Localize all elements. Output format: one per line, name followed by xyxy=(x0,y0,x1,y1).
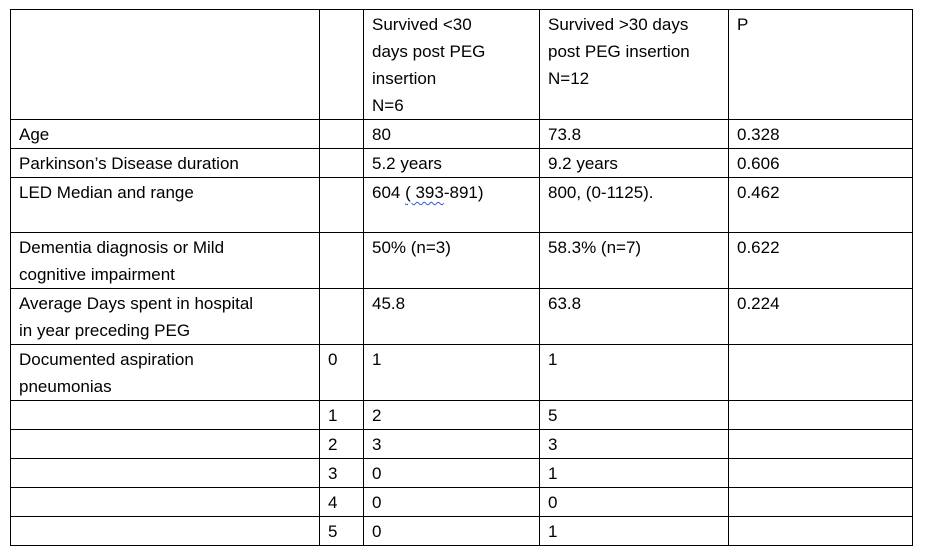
row-p xyxy=(728,429,913,459)
row-col2: 0 xyxy=(539,487,729,517)
led-median-value: 604 xyxy=(372,183,406,202)
row-col2: 1 xyxy=(539,344,729,401)
row-col1: 5.2 years xyxy=(363,148,540,178)
row-col2: 1 xyxy=(539,516,729,546)
table-row-aspiration-3: 3 0 1 xyxy=(10,458,913,488)
header-num-cell xyxy=(319,9,364,120)
row-col1: 1 xyxy=(363,344,540,401)
row-p xyxy=(728,487,913,517)
row-num: 3 xyxy=(319,458,364,488)
table-row-pd-duration: Parkinson’s Disease duration 5.2 years 9… xyxy=(10,148,913,178)
row-num xyxy=(319,119,364,149)
row-num xyxy=(319,288,364,345)
row-col1: 80 xyxy=(363,119,540,149)
table-row-aspiration-5: 5 0 1 xyxy=(10,516,913,546)
row-p: 0.462 xyxy=(728,177,913,233)
row-label xyxy=(10,487,320,517)
row-col1: 45.8 xyxy=(363,288,540,345)
spellcheck-underlined-text: ( 393 xyxy=(405,183,444,202)
header-survived-over-30: Survived >30 days post PEG insertion N=1… xyxy=(539,9,729,120)
row-col2: 58.3% (n=7) xyxy=(539,232,729,289)
row-col1: 2 xyxy=(363,400,540,430)
header-row: Survived <30 days post PEG insertion N=6… xyxy=(10,9,913,120)
row-p xyxy=(728,458,913,488)
table-row-aspiration-4: 4 0 0 xyxy=(10,487,913,517)
row-label: Age xyxy=(10,119,320,149)
row-col1: 0 xyxy=(363,487,540,517)
row-num: 4 xyxy=(319,487,364,517)
table-row-hospital-days: Average Days spent in hospital in year p… xyxy=(10,288,913,345)
row-col2: 1 xyxy=(539,458,729,488)
row-label: Documented aspiration pneumonias xyxy=(10,344,320,401)
row-label: Parkinson’s Disease duration xyxy=(10,148,320,178)
row-col1: 0 xyxy=(363,458,540,488)
row-p: 0.224 xyxy=(728,288,913,345)
row-col2: 3 xyxy=(539,429,729,459)
header-label-cell xyxy=(10,9,320,120)
row-label xyxy=(10,516,320,546)
row-p: 0.622 xyxy=(728,232,913,289)
row-label xyxy=(10,429,320,459)
led-range-end: -891) xyxy=(443,183,484,202)
row-p: 0.606 xyxy=(728,148,913,178)
row-num xyxy=(319,148,364,178)
row-col2: 73.8 xyxy=(539,119,729,149)
row-col2: 5 xyxy=(539,400,729,430)
row-num: 5 xyxy=(319,516,364,546)
row-p xyxy=(728,344,913,401)
row-col1: 50% (n=3) xyxy=(363,232,540,289)
row-col1: 3 xyxy=(363,429,540,459)
row-label: Average Days spent in hospital in year p… xyxy=(10,288,320,345)
table-row-led: LED Median and range 604 ( 393-891) 800,… xyxy=(10,177,913,233)
table-row-dementia: Dementia diagnosis or Mild cognitive imp… xyxy=(10,232,913,289)
row-label: Dementia diagnosis or Mild cognitive imp… xyxy=(10,232,320,289)
row-col1: 604 ( 393-891) xyxy=(363,177,540,233)
row-num xyxy=(319,177,364,233)
row-label xyxy=(10,400,320,430)
row-label: LED Median and range xyxy=(10,177,320,233)
row-num xyxy=(319,232,364,289)
row-num: 2 xyxy=(319,429,364,459)
row-p xyxy=(728,516,913,546)
table-row-age: Age 80 73.8 0.328 xyxy=(10,119,913,149)
header-p-value: P xyxy=(728,9,913,120)
row-col1: 0 xyxy=(363,516,540,546)
table-row-aspiration-2: 2 3 3 xyxy=(10,429,913,459)
row-p xyxy=(728,400,913,430)
table-row-aspiration-1: 1 2 5 xyxy=(10,400,913,430)
header-survived-under-30: Survived <30 days post PEG insertion N=6 xyxy=(363,9,540,120)
row-num: 1 xyxy=(319,400,364,430)
row-p: 0.328 xyxy=(728,119,913,149)
row-label xyxy=(10,458,320,488)
survival-table: Survived <30 days post PEG insertion N=6… xyxy=(10,9,913,546)
row-col2: 9.2 years xyxy=(539,148,729,178)
row-col2: 800, (0-1125). xyxy=(539,177,729,233)
row-col2: 63.8 xyxy=(539,288,729,345)
row-num: 0 xyxy=(319,344,364,401)
table-row-aspiration-0: Documented aspiration pneumonias 0 1 1 xyxy=(10,344,913,401)
